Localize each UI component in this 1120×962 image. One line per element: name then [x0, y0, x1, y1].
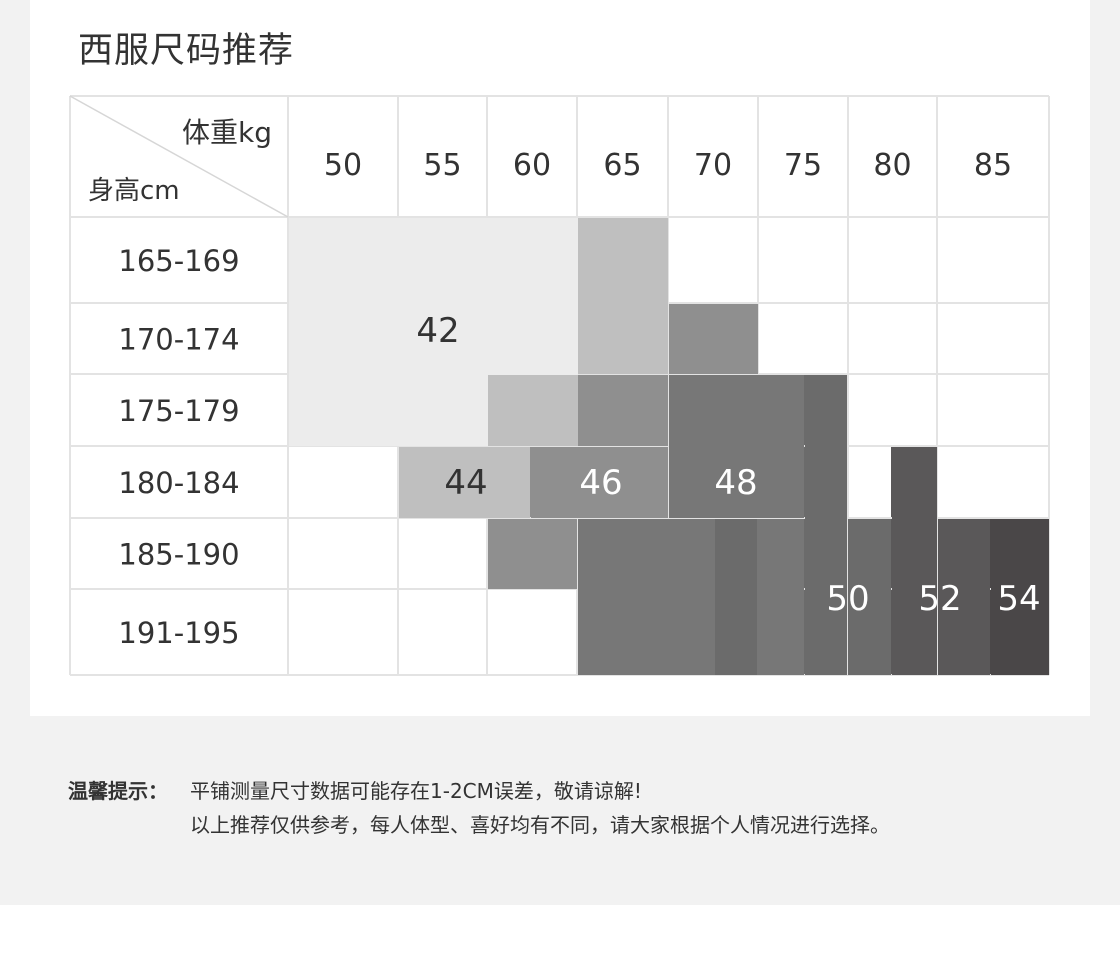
- size-region-fill: [938, 519, 990, 675]
- size-region-fill: [578, 519, 804, 675]
- size-region-fill: [399, 447, 530, 518]
- size-label-54: 54: [997, 579, 1040, 619]
- size-region-fill: [991, 519, 1049, 675]
- size-region-fill: [715, 519, 757, 675]
- size-region-fill: [531, 447, 668, 518]
- weight-header-55: 55: [423, 148, 461, 183]
- size-region-fill: [892, 447, 937, 675]
- weight-header-75: 75: [784, 148, 822, 183]
- weight-header-85: 85: [974, 148, 1012, 183]
- weight-header-65: 65: [603, 148, 641, 183]
- tips-line-1: 平铺测量尺寸数据可能存在1-2CM误差，敬请谅解!: [190, 779, 642, 803]
- height-header-191-195: 191-195: [118, 616, 239, 650]
- header-diagonal: [69, 95, 289, 218]
- size-region-fill: [848, 519, 891, 675]
- size-region-fill: [578, 375, 668, 446]
- size-region-fill: [488, 519, 577, 589]
- weight-header-70: 70: [694, 148, 732, 183]
- height-header-175-179: 175-179: [118, 394, 239, 428]
- header-height-label: 身高cm: [88, 176, 180, 206]
- size-region-fill: [669, 375, 804, 518]
- size-label-48: 48: [714, 463, 757, 503]
- weight-header-80: 80: [873, 148, 911, 183]
- weight-header-60: 60: [513, 148, 551, 183]
- size-label-44: 44: [444, 463, 487, 503]
- page-title: 西服尺码推荐: [78, 31, 295, 71]
- size-region-fill: [805, 375, 847, 675]
- height-header-185-190: 185-190: [118, 538, 239, 572]
- weight-header-50: 50: [324, 148, 362, 183]
- height-header-165-169: 165-169: [118, 244, 239, 278]
- size-label-50: 50: [826, 579, 869, 619]
- size-label-46: 46: [579, 463, 622, 503]
- size-region-fill: [669, 304, 758, 374]
- tips-label: 温馨提示：: [68, 779, 168, 803]
- tips-line-2: 以上推荐仅供参考，每人体型、喜好均有不同，请大家根据个人情况进行选择。: [190, 813, 890, 837]
- size-label-52: 52: [918, 579, 961, 619]
- header-weight-label: 体重kg: [182, 116, 272, 149]
- size-label-42: 42: [416, 311, 459, 351]
- size-region-fill: [488, 375, 578, 446]
- tips-section: 温馨提示： 平铺测量尺寸数据可能存在1-2CM误差，敬请谅解! 以上推荐仅供参考，…: [68, 774, 890, 842]
- height-header-180-184: 180-184: [118, 466, 239, 500]
- height-header-170-174: 170-174: [118, 323, 239, 357]
- size-region-fill: [578, 218, 668, 374]
